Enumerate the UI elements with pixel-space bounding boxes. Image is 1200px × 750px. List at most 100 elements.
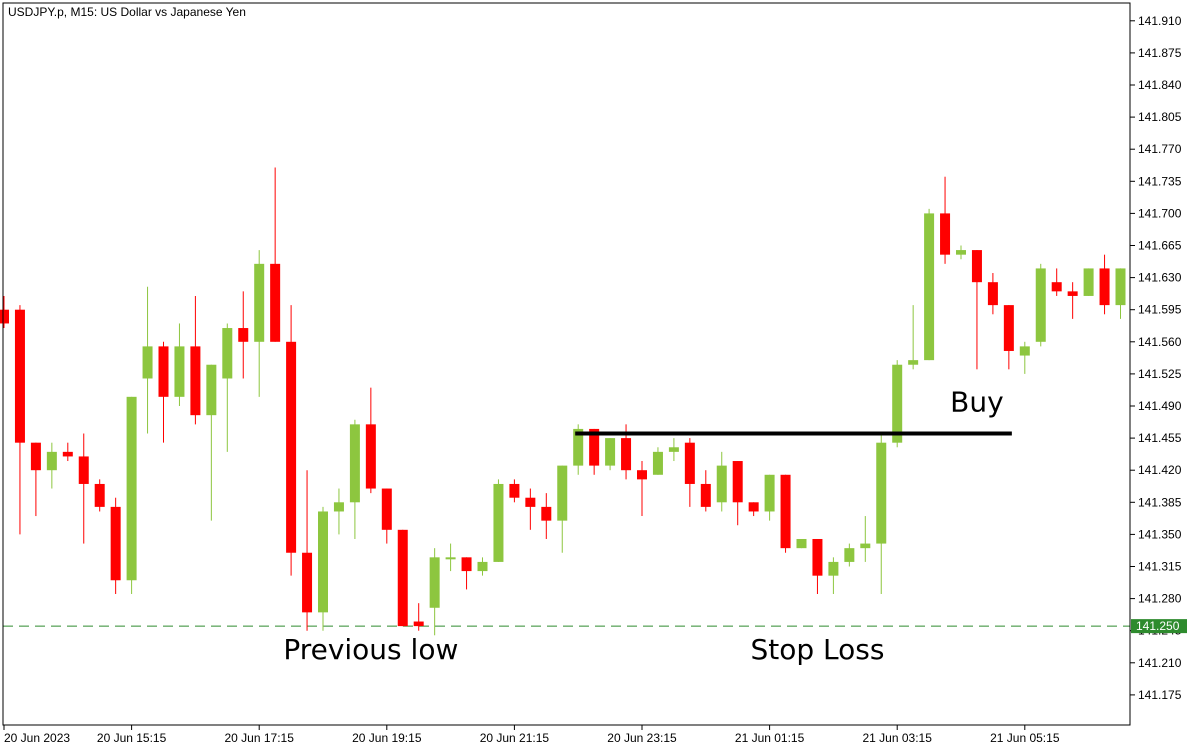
y-tick-label: 141.175 xyxy=(1138,688,1182,702)
bearish-candle xyxy=(62,451,73,457)
bearish-candle xyxy=(30,442,41,471)
bullish-candle xyxy=(493,483,504,562)
y-axis: 141.910 141.875 141.840 141.805 141.770 141.7… xyxy=(1130,14,1187,702)
y-tick-label: 141.735 xyxy=(1138,174,1182,188)
y-tick-label: 141.525 xyxy=(1138,367,1182,381)
x-axis: 20 Jun 2023 20 Jun 15:15 20 Jun 17:15 20 Ju… xyxy=(3,725,1060,745)
bearish-candle xyxy=(732,461,743,503)
bullish-candle xyxy=(796,538,807,549)
bearish-candle xyxy=(381,488,392,530)
bearish-candle xyxy=(397,529,408,627)
y-tick-label: 141.665 xyxy=(1138,239,1182,253)
y-tick-label: 141.350 xyxy=(1138,527,1182,541)
y-tick-label: 141.385 xyxy=(1138,495,1182,509)
bullish-candle xyxy=(318,511,328,613)
bearish-candle xyxy=(700,483,711,507)
bullish-candle xyxy=(254,263,265,342)
y-tick-label: 141.560 xyxy=(1138,335,1182,349)
y-tick-label: 141.595 xyxy=(1138,303,1182,317)
bearish-candle xyxy=(78,456,89,484)
bearish-candle xyxy=(812,538,823,576)
bullish-candle xyxy=(349,424,360,503)
bullish-candle xyxy=(573,428,584,466)
bearish-candle xyxy=(987,282,998,306)
y-tick-label: 141.210 xyxy=(1138,656,1182,670)
y-tick-label: 141.805 xyxy=(1138,110,1182,124)
bullish-candle xyxy=(828,561,839,576)
y-tick-label: 141.770 xyxy=(1138,142,1182,156)
annotation-label: Buy xyxy=(950,385,1004,418)
bearish-candle xyxy=(413,621,424,627)
y-tick-label: 141.455 xyxy=(1138,431,1182,445)
bearish-candle xyxy=(158,346,169,397)
bearish-candle xyxy=(14,309,25,443)
bullish-candle xyxy=(908,360,919,365)
bullish-candle xyxy=(716,465,727,503)
bearish-candle xyxy=(1003,305,1014,351)
bullish-candle xyxy=(860,543,871,549)
bearish-candle xyxy=(286,341,297,553)
bullish-candle xyxy=(174,346,185,397)
bearish-candle xyxy=(940,213,951,255)
bullish-candle xyxy=(142,346,153,379)
bullish-candle xyxy=(764,474,775,512)
bearish-candle xyxy=(1051,282,1062,292)
bearish-candle xyxy=(684,442,695,484)
y-tick-label: 141.420 xyxy=(1138,463,1182,477)
y-tick-label: 141.875 xyxy=(1138,46,1182,60)
x-tick-label: 20 Jun 2023 xyxy=(4,731,70,745)
bullish-candle xyxy=(668,447,679,452)
annotation-label: Previous low xyxy=(283,633,458,666)
bullish-candle xyxy=(557,465,568,521)
bullish-candle xyxy=(46,451,57,471)
bearish-candle xyxy=(461,557,472,572)
bullish-candle xyxy=(956,250,966,255)
y-tick-label: 141.490 xyxy=(1138,399,1182,413)
annotations: Buy Previous low Stop Loss xyxy=(283,385,1003,666)
bearish-candle xyxy=(525,497,536,507)
bullish-candle xyxy=(429,557,440,608)
y-tick-label: 141.315 xyxy=(1138,560,1182,574)
bearish-candle xyxy=(110,506,121,581)
y-tick-label: 141.630 xyxy=(1138,271,1182,285)
bearish-candle xyxy=(748,502,759,512)
bearish-candle xyxy=(94,483,105,507)
bearish-candle xyxy=(637,470,647,480)
x-tick-label: 20 Jun 15:15 xyxy=(97,731,167,745)
bullish-candle xyxy=(1019,346,1030,356)
bearish-candle xyxy=(238,328,249,342)
chart-title: USDJPY.p, M15: US Dollar vs Japanese Yen xyxy=(8,5,246,19)
candles xyxy=(0,167,1126,636)
bearish-candle xyxy=(1099,268,1110,306)
bearish-candle xyxy=(190,346,201,416)
x-tick-label: 20 Jun 17:15 xyxy=(224,731,294,745)
x-tick-label: 21 Jun 03:15 xyxy=(862,731,932,745)
y-tick-label: 141.280 xyxy=(1138,592,1182,606)
bullish-candle xyxy=(924,213,935,361)
bearish-candle xyxy=(621,438,632,471)
x-tick-label: 21 Jun 05:15 xyxy=(990,731,1060,745)
bullish-candle xyxy=(892,364,903,443)
price-tag-label: 141.250 xyxy=(1136,619,1180,633)
bearish-candle xyxy=(1067,291,1078,296)
annotation-label: Stop Loss xyxy=(750,633,884,666)
plot-frame xyxy=(2,2,1131,726)
bullish-candle xyxy=(445,557,456,560)
x-tick-label: 21 Jun 01:15 xyxy=(735,731,805,745)
bullish-candle xyxy=(1083,268,1094,296)
bullish-candle xyxy=(206,364,217,416)
x-tick-label: 20 Jun 21:15 xyxy=(480,731,550,745)
price-tag xyxy=(1131,619,1187,634)
bearish-candle xyxy=(509,483,520,498)
bearish-candle xyxy=(589,428,600,466)
bearish-candle xyxy=(541,506,552,521)
bullish-candle xyxy=(876,442,887,544)
bullish-candle xyxy=(652,451,663,475)
bullish-candle xyxy=(333,502,344,512)
y-tick-label: 141.840 xyxy=(1138,78,1182,92)
bearish-candle xyxy=(365,424,376,489)
y-tick-label: 141.700 xyxy=(1138,206,1182,220)
bullish-candle xyxy=(844,548,855,562)
bearish-candle xyxy=(0,309,9,324)
x-tick-label: 20 Jun 23:15 xyxy=(607,731,677,745)
